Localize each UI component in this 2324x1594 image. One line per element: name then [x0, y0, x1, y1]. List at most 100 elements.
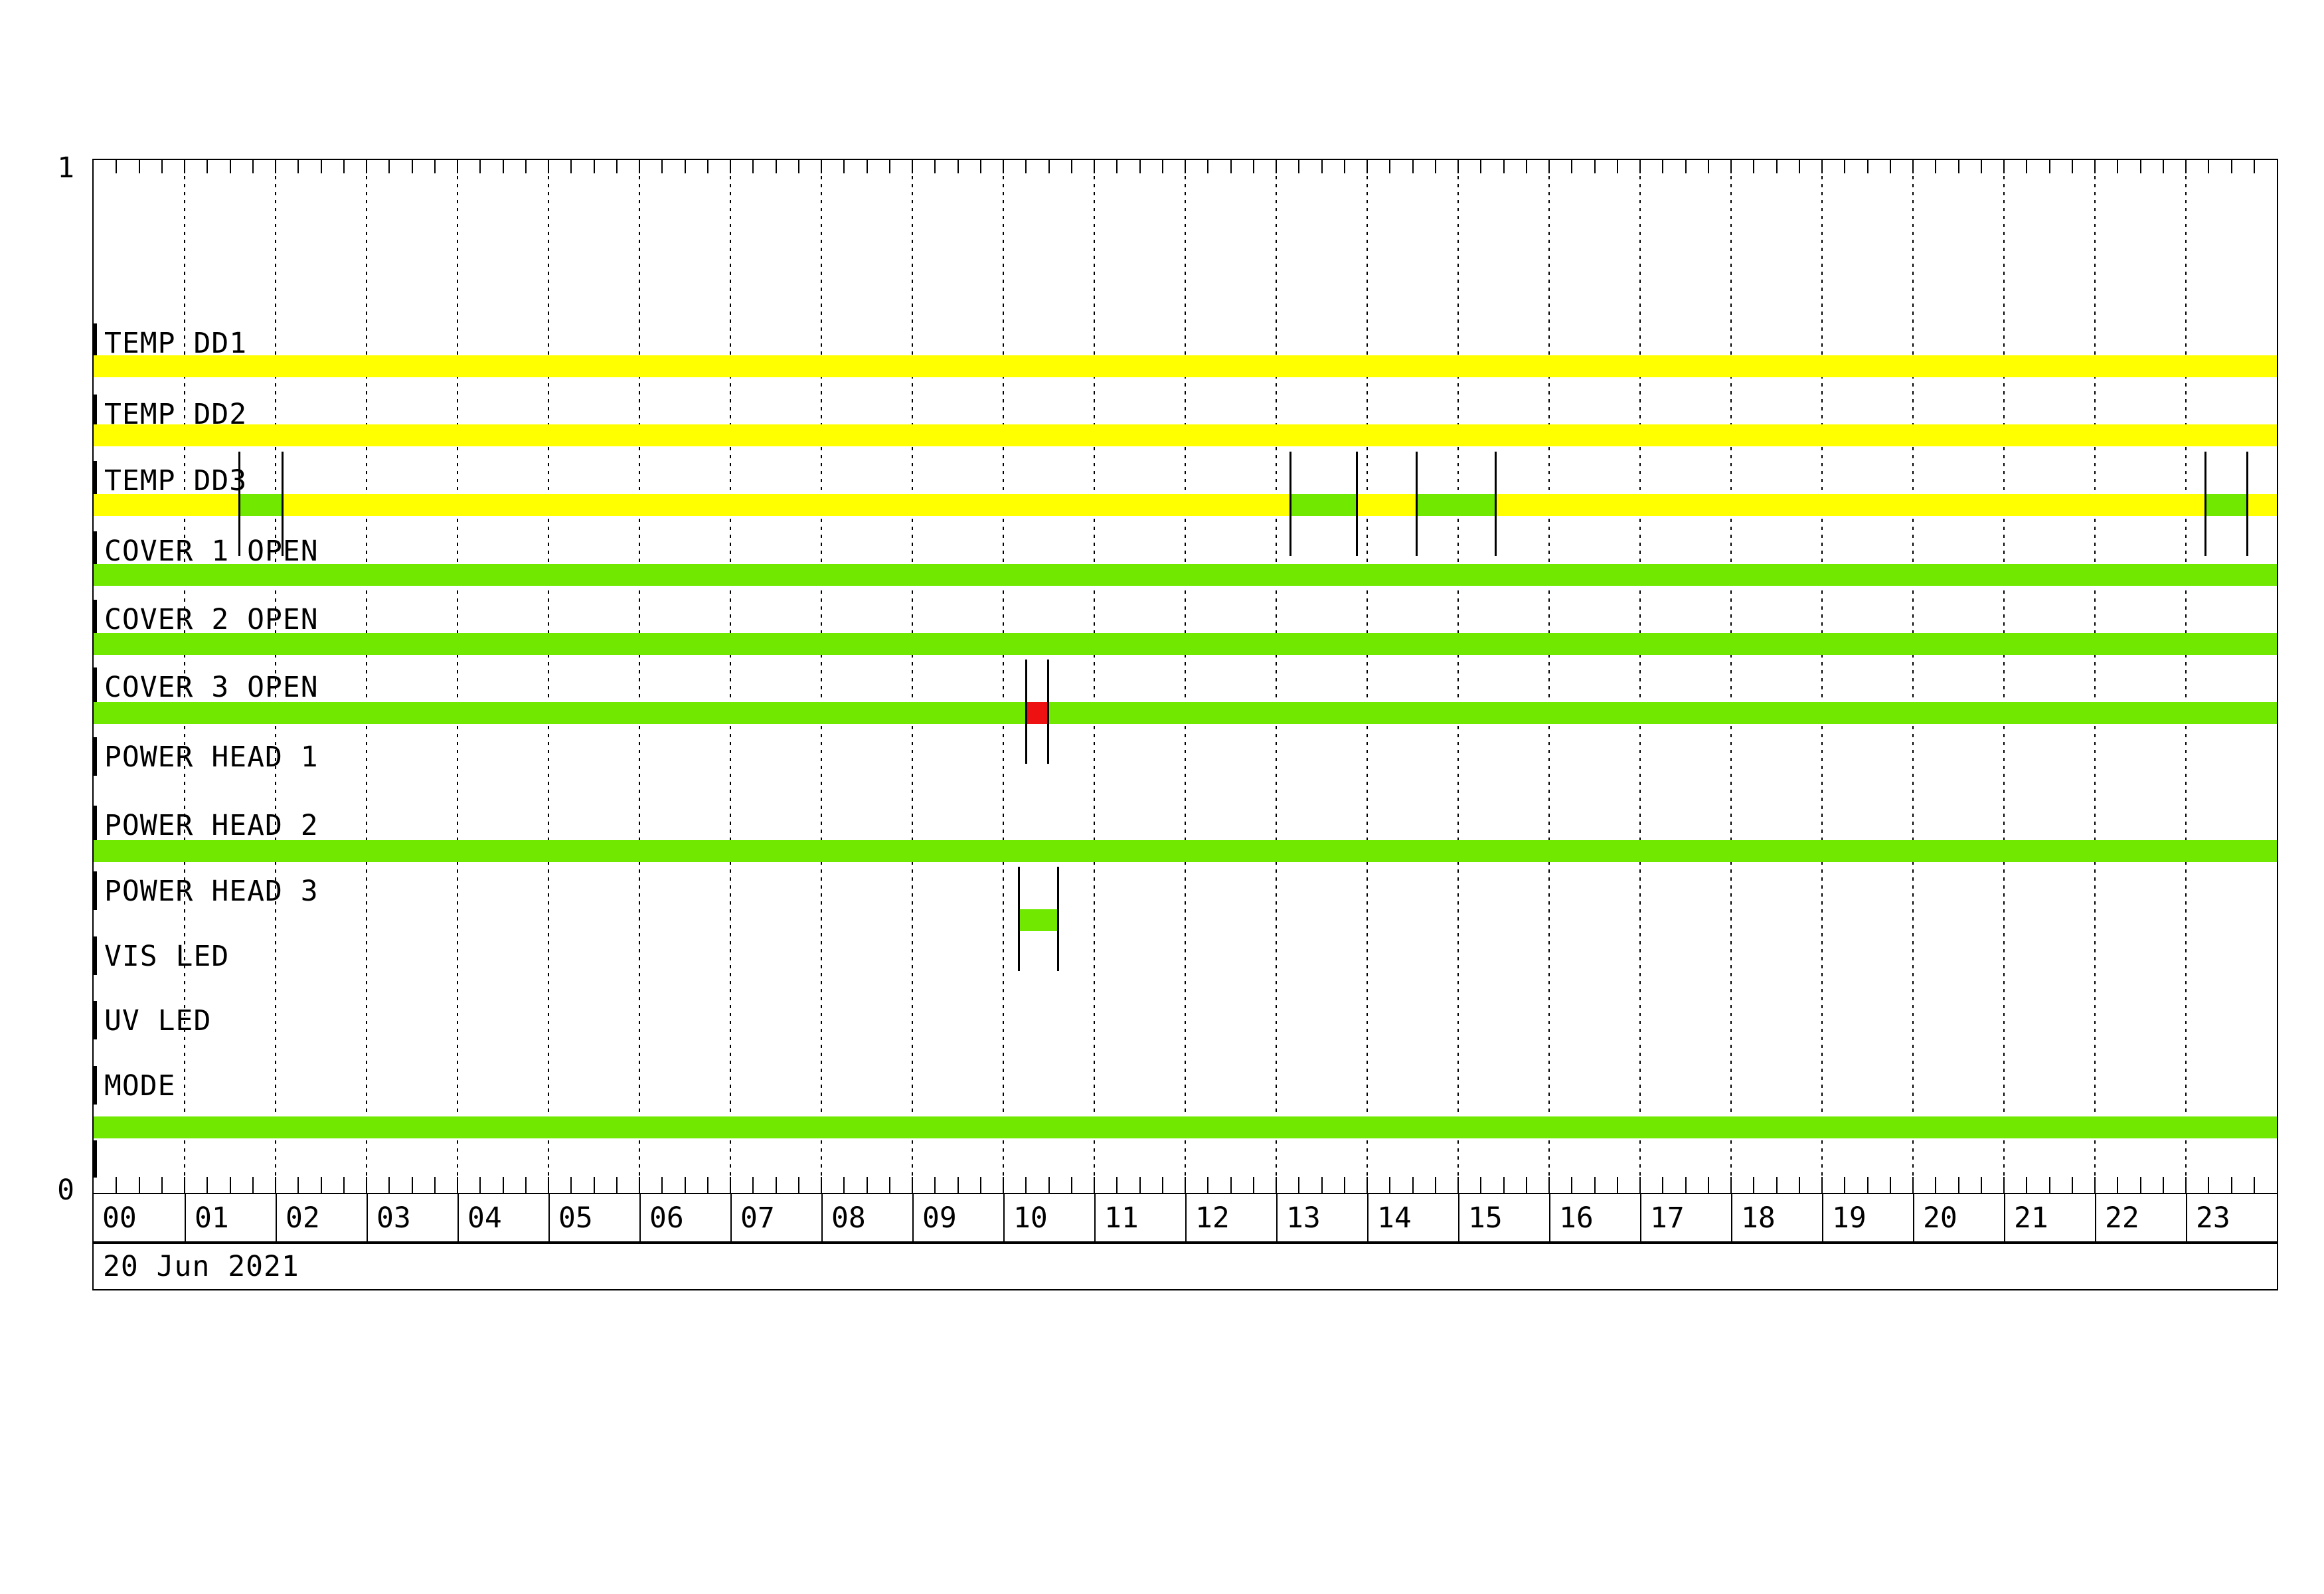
minor-tick-bottom — [1457, 1177, 1459, 1193]
minor-tick-bottom — [1252, 1177, 1254, 1193]
minor-tick-bottom — [1616, 1177, 1618, 1193]
minor-tick-bottom — [2185, 1177, 2187, 1193]
minor-tick-top — [1867, 160, 1868, 173]
row-label: VIS LED — [104, 940, 230, 973]
minor-tick-top — [1889, 160, 1891, 173]
minor-tick-bottom — [1935, 1177, 1937, 1193]
minor-tick-bottom — [1639, 1177, 1641, 1193]
minor-tick-bottom — [843, 1177, 845, 1193]
row-label: UV LED — [104, 1004, 212, 1037]
y-axis-label-bottom: 0 — [57, 1174, 74, 1207]
hour-gridline — [457, 160, 458, 1193]
status-bar — [94, 840, 2277, 862]
minor-tick-top — [570, 160, 572, 173]
minor-tick-bottom — [1912, 1177, 1914, 1193]
minor-tick-top — [866, 160, 868, 173]
minor-tick-bottom — [1594, 1177, 1596, 1193]
minor-tick-bottom — [684, 1177, 686, 1193]
minor-tick-top — [138, 160, 140, 173]
row-label: TEMP DD3 — [104, 464, 248, 497]
hour-label: 18 — [1731, 1194, 1822, 1241]
hour-gridline — [184, 160, 185, 1193]
minor-tick-top — [775, 160, 777, 173]
status-segment — [239, 494, 282, 516]
hour-label: 02 — [276, 1194, 367, 1241]
hour-label: 11 — [1094, 1194, 1185, 1241]
minor-tick-top — [821, 160, 822, 173]
hour-gridline — [1003, 160, 1004, 1193]
row-axis-tick — [94, 600, 97, 638]
row-axis-tick — [94, 531, 97, 570]
hour-gridline — [730, 160, 731, 1193]
hour-label: 16 — [1549, 1194, 1640, 1241]
minor-tick-bottom — [1321, 1177, 1323, 1193]
minor-tick-top — [229, 160, 231, 173]
minor-tick-top — [912, 160, 913, 173]
event-marker-line — [1289, 452, 1291, 556]
row-axis-tick — [94, 323, 97, 362]
minor-tick-top — [934, 160, 936, 173]
hour-label: 19 — [1822, 1194, 1913, 1241]
hour-label: 08 — [821, 1194, 912, 1241]
event-marker-line — [1495, 452, 1497, 556]
minor-tick-top — [1639, 160, 1641, 173]
hour-gridline — [1367, 160, 1368, 1193]
minor-tick-bottom — [479, 1177, 481, 1193]
event-marker-line — [281, 452, 284, 556]
minor-tick-bottom — [1003, 1177, 1004, 1193]
minor-tick-top — [957, 160, 959, 173]
minor-tick-bottom — [525, 1177, 527, 1193]
minor-tick-bottom — [752, 1177, 754, 1193]
row-axis-tick — [94, 936, 97, 975]
minor-tick-bottom — [2048, 1177, 2050, 1193]
event-marker-line — [1057, 867, 1060, 971]
hour-gridline — [639, 160, 640, 1193]
minor-tick-top — [1525, 160, 1527, 173]
minor-tick-top — [730, 160, 731, 173]
status-bar — [94, 633, 2277, 655]
minor-tick-bottom — [366, 1177, 367, 1193]
minor-tick-bottom — [1185, 1177, 1186, 1193]
minor-tick-top — [1776, 160, 1778, 173]
hour-label: 22 — [2095, 1194, 2186, 1241]
status-bar — [94, 702, 2277, 724]
minor-tick-top — [1957, 160, 1959, 173]
minor-tick-top — [1571, 160, 1573, 173]
status-segment — [1019, 909, 1058, 931]
minor-tick-bottom — [1730, 1177, 1732, 1193]
date-band: 20 Jun 2021 — [92, 1243, 2278, 1290]
minor-tick-top — [388, 160, 390, 173]
minor-tick-bottom — [2208, 1177, 2210, 1193]
minor-tick-top — [366, 160, 367, 173]
minor-tick-bottom — [912, 1177, 913, 1193]
minor-tick-bottom — [343, 1177, 345, 1193]
row-axis-tick — [94, 667, 97, 706]
minor-tick-bottom — [2162, 1177, 2164, 1193]
hour-gridline — [1548, 160, 1550, 1193]
event-marker-line — [1415, 452, 1418, 556]
minor-tick-bottom — [1070, 1177, 1072, 1193]
minor-tick-top — [1616, 160, 1618, 173]
minor-tick-bottom — [1230, 1177, 1232, 1193]
minor-tick-top — [434, 160, 436, 173]
minor-tick-bottom — [2094, 1177, 2096, 1193]
minor-tick-bottom — [797, 1177, 799, 1193]
row-label: COVER 3 OPEN — [104, 671, 319, 704]
minor-tick-top — [2139, 160, 2141, 173]
minor-tick-bottom — [1094, 1177, 1095, 1193]
hour-label: 09 — [912, 1194, 1003, 1241]
hour-label: 13 — [1276, 1194, 1367, 1241]
hour-gridline — [1912, 160, 1914, 1193]
minor-tick-bottom — [2117, 1177, 2119, 1193]
minor-tick-top — [184, 160, 185, 173]
minor-tick-top — [1185, 160, 1186, 173]
minor-tick-top — [2208, 160, 2210, 173]
minor-tick-top — [1844, 160, 1846, 173]
minor-tick-top — [525, 160, 527, 173]
minor-tick-bottom — [1025, 1177, 1027, 1193]
minor-tick-top — [1070, 160, 1072, 173]
minor-tick-bottom — [1525, 1177, 1527, 1193]
minor-tick-top — [252, 160, 254, 173]
row-label: POWER HEAD 2 — [104, 809, 319, 842]
minor-tick-top — [320, 160, 322, 173]
